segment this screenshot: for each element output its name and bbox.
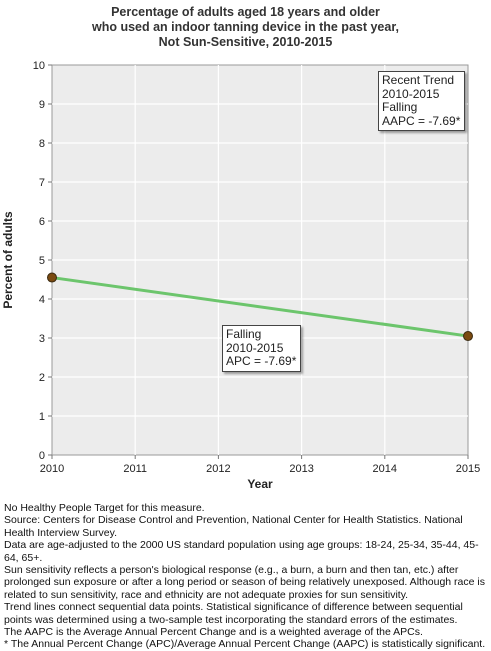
annotation-line: Recent Trend xyxy=(382,73,455,87)
series-line xyxy=(50,276,470,338)
x-tick-label: 2013 xyxy=(289,463,313,475)
y-tick-label: 6 xyxy=(39,216,45,228)
y-tick-label: 10 xyxy=(33,60,45,72)
y-tick-label: 3 xyxy=(39,333,45,345)
x-tick-label: 2011 xyxy=(123,463,147,475)
grid-lines xyxy=(52,65,468,455)
footnote: Sun sensitivity reflects a person's biol… xyxy=(4,564,485,601)
chart-title-line: Percentage of adults aged 18 years and o… xyxy=(111,5,380,19)
chart-title: Percentage of adults aged 18 years and o… xyxy=(0,5,491,50)
y-tick-label: 7 xyxy=(39,177,45,189)
x-axis-label: Year xyxy=(247,477,273,491)
data-point[interactable] xyxy=(463,331,473,342)
annotation-line: 2010-2015 xyxy=(226,340,284,355)
x-tick-label: 2010 xyxy=(40,463,64,475)
y-tick-label: 4 xyxy=(39,294,45,306)
x-tick-label: 2012 xyxy=(206,463,230,475)
axes: 0 1 2 3 4 5 6 7 8 9 10 2010 2011 2012 2013 2014 2015 xyxy=(33,60,480,475)
line-chart: 0 1 2 3 4 5 6 7 8 9 10 2010 2011 2012 2013 2014 2015 Yea… xyxy=(1,60,480,491)
y-tick-label: 8 xyxy=(39,138,45,150)
segment-trend-annotation: Falling 2010-2015 APC = -7.69* xyxy=(222,325,302,372)
footnote: Data are age-adjusted to the 2000 US sta… xyxy=(4,539,479,564)
footnote: * The Annual Percent Change (APC)/Averag… xyxy=(4,638,486,651)
footnote: No Healthy People Target for this measur… xyxy=(4,502,205,514)
annotation-line: Falling xyxy=(382,100,418,114)
y-tick-label: 2 xyxy=(39,372,45,384)
y-tick-label: 5 xyxy=(39,255,45,267)
footnote: Trend lines connect sequential data poin… xyxy=(4,601,463,626)
y-tick-label: 1 xyxy=(39,411,45,423)
y-tick-label: 0 xyxy=(39,450,45,462)
recent-trend-annotation: Recent Trend 2010-2015 Falling AAPC = -7… xyxy=(378,71,466,131)
annotation-line: Falling xyxy=(226,327,262,341)
footnote: The AAPC is the Average Annual Percent C… xyxy=(4,626,423,639)
footnote: Source: Centers for Disease Control and … xyxy=(4,514,463,539)
series-layer xyxy=(47,272,473,342)
x-tick-label: 2015 xyxy=(456,463,480,475)
chart-title-line: Not Sun-Sensitive, 2010-2015 xyxy=(158,35,333,49)
y-tick-label: 9 xyxy=(39,99,45,111)
annotation-line: APC = -7.69* xyxy=(226,354,297,368)
annotation-line: AAPC = -7.69* xyxy=(382,113,461,128)
data-point[interactable] xyxy=(47,272,57,283)
footnotes: No Healthy People Target for this measur… xyxy=(4,502,490,651)
x-tick-label: 2014 xyxy=(373,463,397,475)
y-axis-label: Percent of adults xyxy=(1,211,15,309)
chart-title-line: who used an indoor tanning device in the… xyxy=(91,20,399,34)
annotation-line: 2010-2015 xyxy=(382,86,440,101)
